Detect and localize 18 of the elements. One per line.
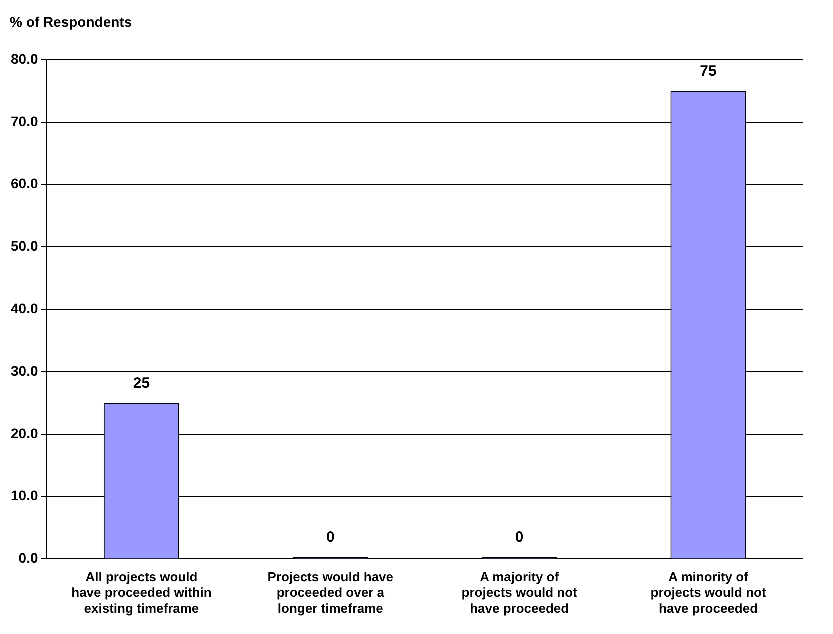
x-tick-label: A majority of projects would not have proceeded <box>462 570 578 616</box>
y-tick-label: 40.0 <box>11 300 38 316</box>
x-tick-label: A minority of projects would not have proceeded <box>650 570 767 616</box>
y-tick-label: 70.0 <box>11 113 38 130</box>
data-label: 0 <box>515 528 524 546</box>
y-tick-label: 20.0 <box>11 425 38 442</box>
data-label: 75 <box>700 62 717 80</box>
x-tick-label: Projects would have proceeded over a longer timeframe <box>268 570 394 616</box>
y-axis-title: % of Respondents <box>9 13 134 30</box>
y-tick-label: 60.0 <box>11 176 38 192</box>
y-tick-label: 50.0 <box>11 238 38 254</box>
x-tick-label: All projects would have proceeded within existing timeframe <box>72 570 212 616</box>
data-label: 25 <box>133 374 150 392</box>
data-label: 0 <box>326 528 335 546</box>
y-tick-label: 30.0 <box>11 362 38 379</box>
y-tick-label: 80.0 <box>11 50 38 67</box>
y-tick-label: 0.0 <box>18 550 38 566</box>
y-tick-label: 10.0 <box>11 488 38 504</box>
